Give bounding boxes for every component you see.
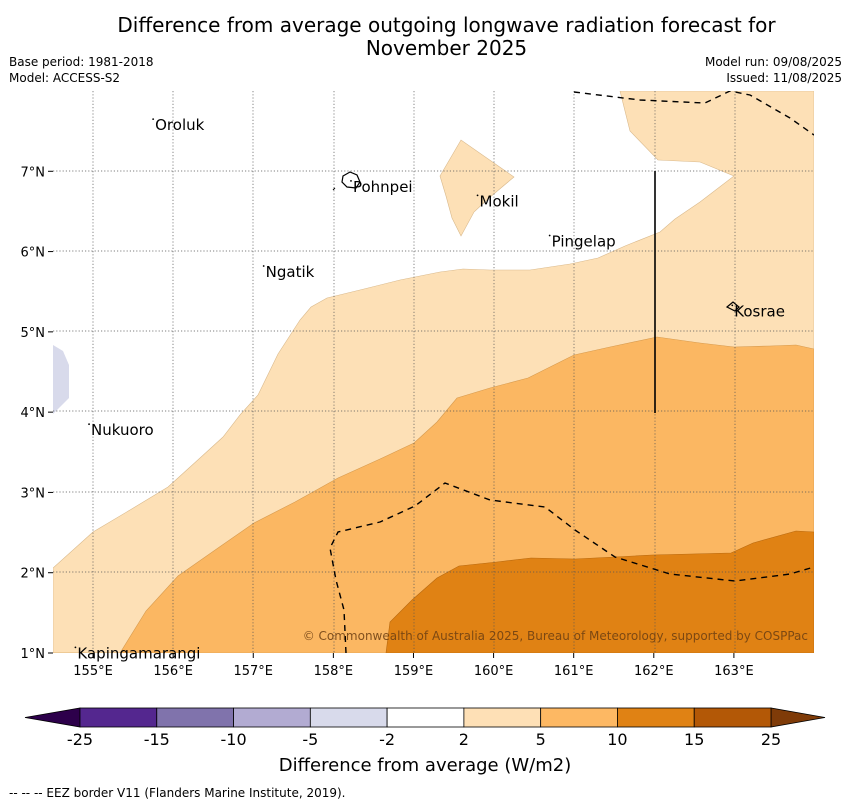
island-marker-mokil bbox=[476, 194, 479, 197]
colorbar-extend-low bbox=[24, 707, 81, 728]
lon-tick-label: 162°E bbox=[634, 664, 674, 679]
colorbar-segment bbox=[463, 707, 542, 728]
island-marker-nukuoro bbox=[88, 423, 90, 426]
issued-date: Issued: 11/08/2025 bbox=[726, 71, 842, 85]
copyright-notice: © Commonwealth of Australia 2025, Bureau… bbox=[303, 629, 808, 643]
colorbar-extend-high bbox=[770, 707, 826, 728]
lat-tick-label: 1°N bbox=[21, 647, 46, 662]
island-label-nukuoro: Nukuoro bbox=[91, 421, 154, 439]
island-marker-pohnpei bbox=[350, 180, 352, 182]
island-label-oroluk: Oroluk bbox=[155, 116, 204, 134]
lon-tick-label: 161°E bbox=[554, 664, 594, 679]
lat-tick-label: 7°N bbox=[21, 165, 46, 180]
colorbar-segment bbox=[156, 707, 234, 728]
island-label-ngatik: Ngatik bbox=[266, 263, 315, 281]
island-label-pohnpei: Pohnpei bbox=[353, 178, 413, 196]
title-line-1: Difference from average outgoing longwav… bbox=[117, 13, 776, 37]
eez-border bbox=[329, 91, 814, 653]
lat-tick-label: 2°N bbox=[21, 567, 46, 582]
title-line-2: November 2025 bbox=[365, 36, 528, 60]
island-marker-oroluk bbox=[152, 118, 155, 120]
island-marker-kapingamarangi bbox=[74, 646, 77, 649]
graticule bbox=[53, 91, 814, 653]
eez-border-south bbox=[329, 482, 814, 653]
colorbar-segment bbox=[233, 707, 311, 728]
olr-anomaly-neg-5-to-neg-2 bbox=[53, 345, 69, 414]
colorbar-tick-label: -10 bbox=[220, 730, 246, 749]
lon-tick-label: 160°E bbox=[474, 664, 514, 679]
map-title: Difference from average outgoing longwav… bbox=[0, 14, 850, 60]
island-label-mokil: Mokil bbox=[480, 192, 519, 210]
lat-tick-label: 5°N bbox=[21, 326, 46, 341]
colorbar-segment bbox=[79, 707, 158, 728]
base-period: Base period: 1981-2018 bbox=[9, 55, 154, 69]
pohnpei-islet bbox=[332, 187, 336, 191]
map-area: © Commonwealth of Australia 2025, Bureau… bbox=[53, 91, 814, 653]
lon-tick-label: 158°E bbox=[314, 664, 354, 679]
colorbar-tick-label: -5 bbox=[302, 730, 318, 749]
run-info: Model run: 09/08/2025 Issued: 11/08/2025 bbox=[705, 54, 842, 86]
lat-tick-label: 4°N bbox=[21, 406, 46, 421]
eez-border-north bbox=[573, 91, 814, 136]
colorbar-tick-label: 10 bbox=[607, 730, 627, 749]
model-run: Model run: 09/08/2025 bbox=[704, 55, 842, 69]
colorbar-tick-label: 2 bbox=[459, 730, 469, 749]
lon-tick-label: 155°E bbox=[73, 664, 113, 679]
colorbar-segment bbox=[617, 707, 695, 728]
model-name: Model: ACCESS-S2 bbox=[9, 71, 121, 85]
eez-border-note: -- -- -- EEZ border V11 (Flanders Marine… bbox=[9, 786, 346, 800]
colorbar-segment bbox=[386, 707, 465, 728]
island-label-kosrae: Kosrae bbox=[734, 302, 785, 320]
lon-tick-label: 163°E bbox=[714, 664, 754, 679]
olr-anomaly-mokil-patch bbox=[439, 139, 515, 237]
colorbar-segment bbox=[309, 707, 388, 728]
colorbar-label: Difference from average (W/m2) bbox=[278, 755, 572, 776]
colorbar-tick-label: -15 bbox=[144, 730, 170, 749]
colorbar-tick-label: -2 bbox=[379, 730, 395, 749]
island-marker-ngatik bbox=[262, 265, 265, 267]
lon-tick-label: 159°E bbox=[394, 664, 434, 679]
kosrae-island-outline bbox=[725, 301, 740, 312]
island-marker-pingelap bbox=[548, 234, 551, 237]
colorbar-segment bbox=[540, 707, 618, 728]
island-marker-kosrae bbox=[731, 304, 734, 307]
colorbar-tick-label: 25 bbox=[761, 730, 781, 749]
lat-tick-label: 3°N bbox=[21, 486, 46, 501]
base-info: Base period: 1981-2018 Model: ACCESS-S2 bbox=[9, 54, 154, 86]
island-labels: Oroluk Pohnpei Mokil Pingelap Ngatik Kosrae Nu… bbox=[74, 116, 785, 662]
lon-tick-label: 157°E bbox=[233, 664, 273, 679]
colorbar-tick-label: 15 bbox=[684, 730, 704, 749]
colorbar-tick-label: -25 bbox=[67, 730, 93, 749]
colorbar: -25 -15 -10 -5 -2 2 5 10 15 25 bbox=[24, 707, 826, 749]
pohnpei-island-outline bbox=[341, 171, 361, 189]
colorbar-tick-label: 5 bbox=[536, 730, 546, 749]
island-label-kapingamarangi: Kapingamarangi bbox=[77, 644, 200, 662]
lon-tick-label: 156°E bbox=[153, 664, 193, 679]
lat-tick-label: 6°N bbox=[21, 246, 46, 261]
island-label-pingelap: Pingelap bbox=[552, 233, 616, 251]
map-axes: 155°E 156°E 157°E 158°E 159°E 160°E 161°E 162°E… bbox=[21, 165, 754, 679]
colorbar-segment bbox=[693, 707, 772, 728]
